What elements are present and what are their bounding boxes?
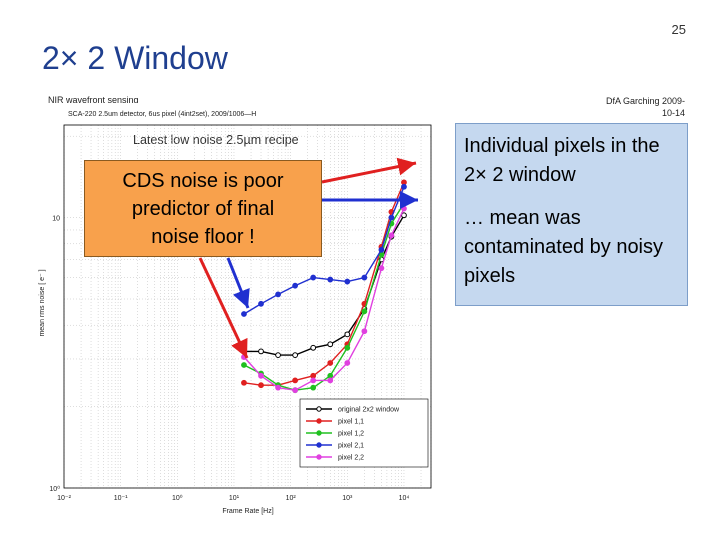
legend-marker	[316, 442, 322, 448]
data-point	[310, 274, 317, 281]
legend-marker	[316, 454, 322, 460]
data-point	[275, 384, 281, 391]
data-point	[388, 214, 395, 221]
mean-callout-text: … mean was contaminated by noisy pixels	[464, 207, 664, 287]
data-point	[292, 352, 299, 359]
data-point	[292, 377, 299, 384]
data-point	[258, 300, 264, 307]
y-axis-label: mean rms noise [ e⁻ ]	[39, 269, 46, 336]
figure-header: SCA-220 2.5um detector, 6us pixel (4int2…	[68, 111, 256, 118]
legend-label: original 2x2 window	[338, 407, 400, 414]
legend-marker	[316, 418, 322, 424]
x-tick-label: 10⁰	[172, 494, 183, 502]
data-point	[344, 331, 351, 338]
subtitle-right-line2: 10-14	[661, 108, 685, 118]
subtitle-left: NIR wavefront sensing	[48, 95, 139, 105]
legend: original 2x2 window pixel 1,1 pixel 1,2 pix…	[299, 398, 429, 468]
x-axis-label: Frame Rate [Hz]	[222, 508, 273, 515]
data-point	[275, 352, 281, 359]
cds-callout-line1: CDS noise is poor	[122, 170, 284, 192]
plot-frame	[63, 124, 432, 489]
data-point	[275, 291, 281, 298]
data-point	[327, 276, 334, 283]
data-point	[241, 311, 247, 317]
legend-marker	[316, 430, 322, 436]
subtitle-right-line1: DfA Garching 2009-	[605, 96, 685, 106]
legend-label: pixel 1,2	[338, 431, 364, 438]
x-tick-label: 10⁻¹	[114, 495, 128, 502]
slide-title: 2× 2 Window	[42, 40, 228, 76]
data-point	[344, 360, 351, 366]
data-point	[388, 232, 395, 239]
x-tick-label: 10¹	[229, 495, 240, 502]
data-point	[361, 308, 368, 315]
recipe-label: Latest low noise 2.5µm recipe	[133, 133, 299, 147]
data-point	[327, 341, 334, 348]
axis-ticks: 10⁻² 10⁻¹ 10⁰ 10¹ 10² 10³ 10⁴ 10 10⁰	[49, 216, 409, 502]
data-point	[378, 246, 385, 253]
data-point	[241, 354, 247, 360]
x-tick-label: 10³	[342, 495, 353, 502]
legend-label: pixel 2,2	[338, 455, 364, 462]
y-tick-label: 10⁰	[49, 485, 60, 493]
data-point	[310, 344, 317, 351]
data-point	[327, 377, 334, 384]
pixels-callout-text: Individual pixels in the 2× 2 window	[464, 135, 660, 186]
y-tick-label: 10	[52, 216, 60, 223]
x-tick-label: 10⁴	[399, 495, 410, 502]
data-point	[361, 274, 368, 281]
subtitle-right: DfA Garching 2009- 10-14	[560, 95, 685, 119]
x-tick-label: 10⁻²	[57, 495, 71, 502]
data-point	[241, 362, 247, 368]
data-point	[292, 387, 299, 394]
data-point	[241, 379, 247, 386]
data-point	[361, 328, 368, 335]
data-point	[327, 372, 334, 379]
data-point	[310, 377, 317, 384]
data-point	[258, 372, 264, 379]
data-point	[401, 200, 407, 207]
cds-callout-line2: predictor of final	[131, 198, 275, 220]
legend-label: pixel 2,1	[338, 443, 364, 450]
data-point	[401, 183, 407, 190]
data-point	[258, 348, 264, 355]
data-point	[378, 265, 385, 272]
data-point	[401, 205, 407, 212]
slide-number: 25	[671, 22, 686, 37]
data-point	[292, 282, 299, 289]
data-point	[344, 278, 351, 285]
data-point	[258, 382, 264, 389]
data-point	[327, 360, 334, 366]
cds-noise-callout: CDS noise is poor predictor of final noi…	[84, 160, 322, 257]
data-point	[241, 348, 247, 355]
data-point	[310, 384, 317, 391]
individual-pixels-callout: Individual pixels in the 2× 2 window … m…	[455, 123, 688, 306]
legend-label: pixel 1,1	[338, 419, 364, 426]
data-point	[344, 344, 351, 351]
data-point	[310, 372, 317, 379]
cds-callout-line3: noise floor !	[151, 226, 255, 248]
x-tick-label: 10²	[286, 495, 297, 502]
legend-marker	[316, 406, 322, 412]
